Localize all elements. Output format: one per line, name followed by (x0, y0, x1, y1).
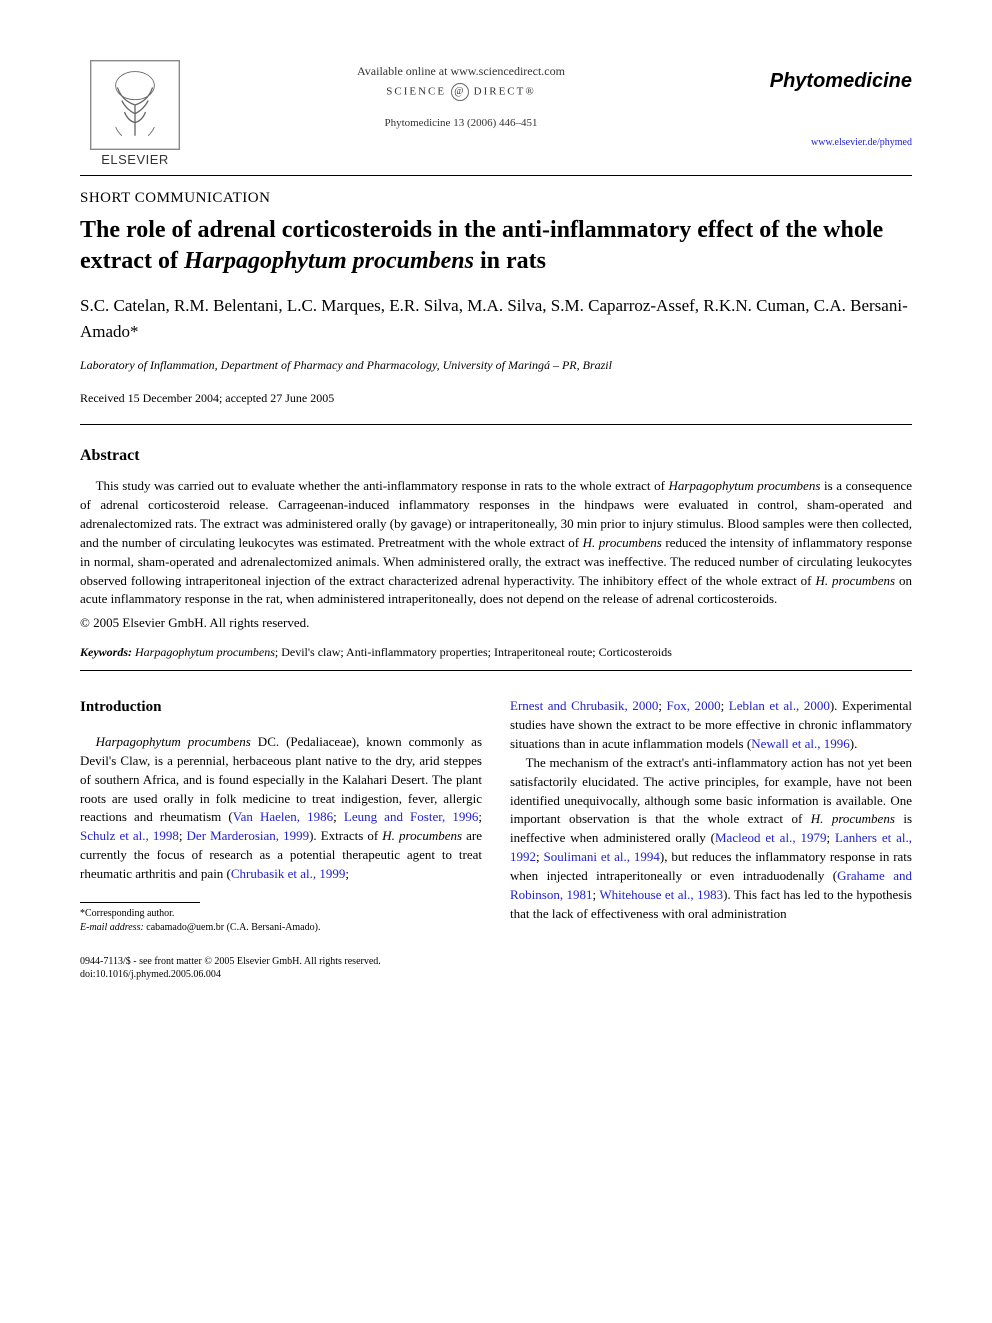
publisher-block: ELSEVIER (80, 60, 190, 167)
citation-link[interactable]: Leblan et al., 2000 (729, 698, 830, 713)
citation-link[interactable]: Leung and Foster, 1996 (344, 809, 479, 824)
at-icon: @ (451, 83, 469, 101)
right-header: Phytomedicine www.elsevier.de/phymed (732, 60, 912, 148)
copyright-text: © 2005 Elsevier GmbH. All rights reserve… (80, 615, 912, 631)
citation-link[interactable]: Fox, 2000 (667, 698, 721, 713)
citation-link[interactable]: Der Marderosian, 1999 (187, 828, 310, 843)
citation-link[interactable]: Van Haelen, 1986 (233, 809, 333, 824)
intro-paragraph-cont: Ernest and Chrubasik, 2000; Fox, 2000; L… (510, 697, 912, 754)
keywords: Keywords: Harpagophytum procumbens; Devi… (80, 645, 912, 660)
citation-link[interactable]: Ernest and Chrubasik, 2000 (510, 698, 658, 713)
available-online-text: Available online at www.sciencedirect.co… (190, 64, 732, 79)
introduction-heading: Introduction (80, 697, 482, 719)
science-direct-label: SCIENCE @ DIRECT® (190, 83, 732, 101)
article-type: SHORT COMMUNICATION (80, 190, 912, 207)
intro-paragraph: The mechanism of the extract's anti-infl… (510, 754, 912, 924)
abstract-heading: Abstract (80, 447, 912, 465)
right-column: Ernest and Chrubasik, 2000; Fox, 2000; L… (510, 697, 912, 935)
center-header: Available online at www.sciencedirect.co… (190, 60, 732, 129)
affiliation: Laboratory of Inflammation, Department o… (80, 358, 912, 373)
publisher-label: ELSEVIER (101, 152, 169, 167)
citation-link[interactable]: Soulimani et al., 1994 (544, 849, 660, 864)
footnote-divider (80, 902, 200, 903)
left-column: Introduction Harpagophytum procumbens DC… (80, 697, 482, 935)
article-title: The role of adrenal corticosteroids in t… (80, 215, 912, 277)
citation-link[interactable]: Whitehouse et al., 1983 (599, 887, 723, 902)
elsevier-logo-icon (90, 60, 180, 150)
citation-link[interactable]: Schulz et al., 1998 (80, 828, 179, 843)
divider (80, 175, 912, 176)
intro-paragraph: Harpagophytum procumbens DC. (Pedaliacea… (80, 733, 482, 884)
citation-link[interactable]: Chrubasik et al., 1999 (231, 866, 345, 881)
authors: S.C. Catelan, R.M. Belentani, L.C. Marqu… (80, 293, 912, 344)
journal-link[interactable]: www.elsevier.de/phymed (732, 137, 912, 148)
article-dates: Received 15 December 2004; accepted 27 J… (80, 391, 912, 406)
abstract-body: This study was carried out to evaluate w… (80, 477, 912, 609)
journal-reference: Phytomedicine 13 (2006) 446–451 (190, 117, 732, 129)
page-header: ELSEVIER Available online at www.science… (80, 60, 912, 167)
body-columns: Introduction Harpagophytum procumbens DC… (80, 697, 912, 935)
divider (80, 424, 912, 425)
corresponding-author-footnote: *Corresponding author. E-mail address: c… (80, 907, 482, 935)
citation-link[interactable]: Newall et al., 1996 (751, 736, 850, 751)
divider (80, 670, 912, 671)
footer-info: 0944-7113/$ - see front matter © 2005 El… (80, 955, 912, 981)
citation-link[interactable]: Macleod et al., 1979 (715, 830, 827, 845)
journal-name: Phytomedicine (732, 70, 912, 93)
